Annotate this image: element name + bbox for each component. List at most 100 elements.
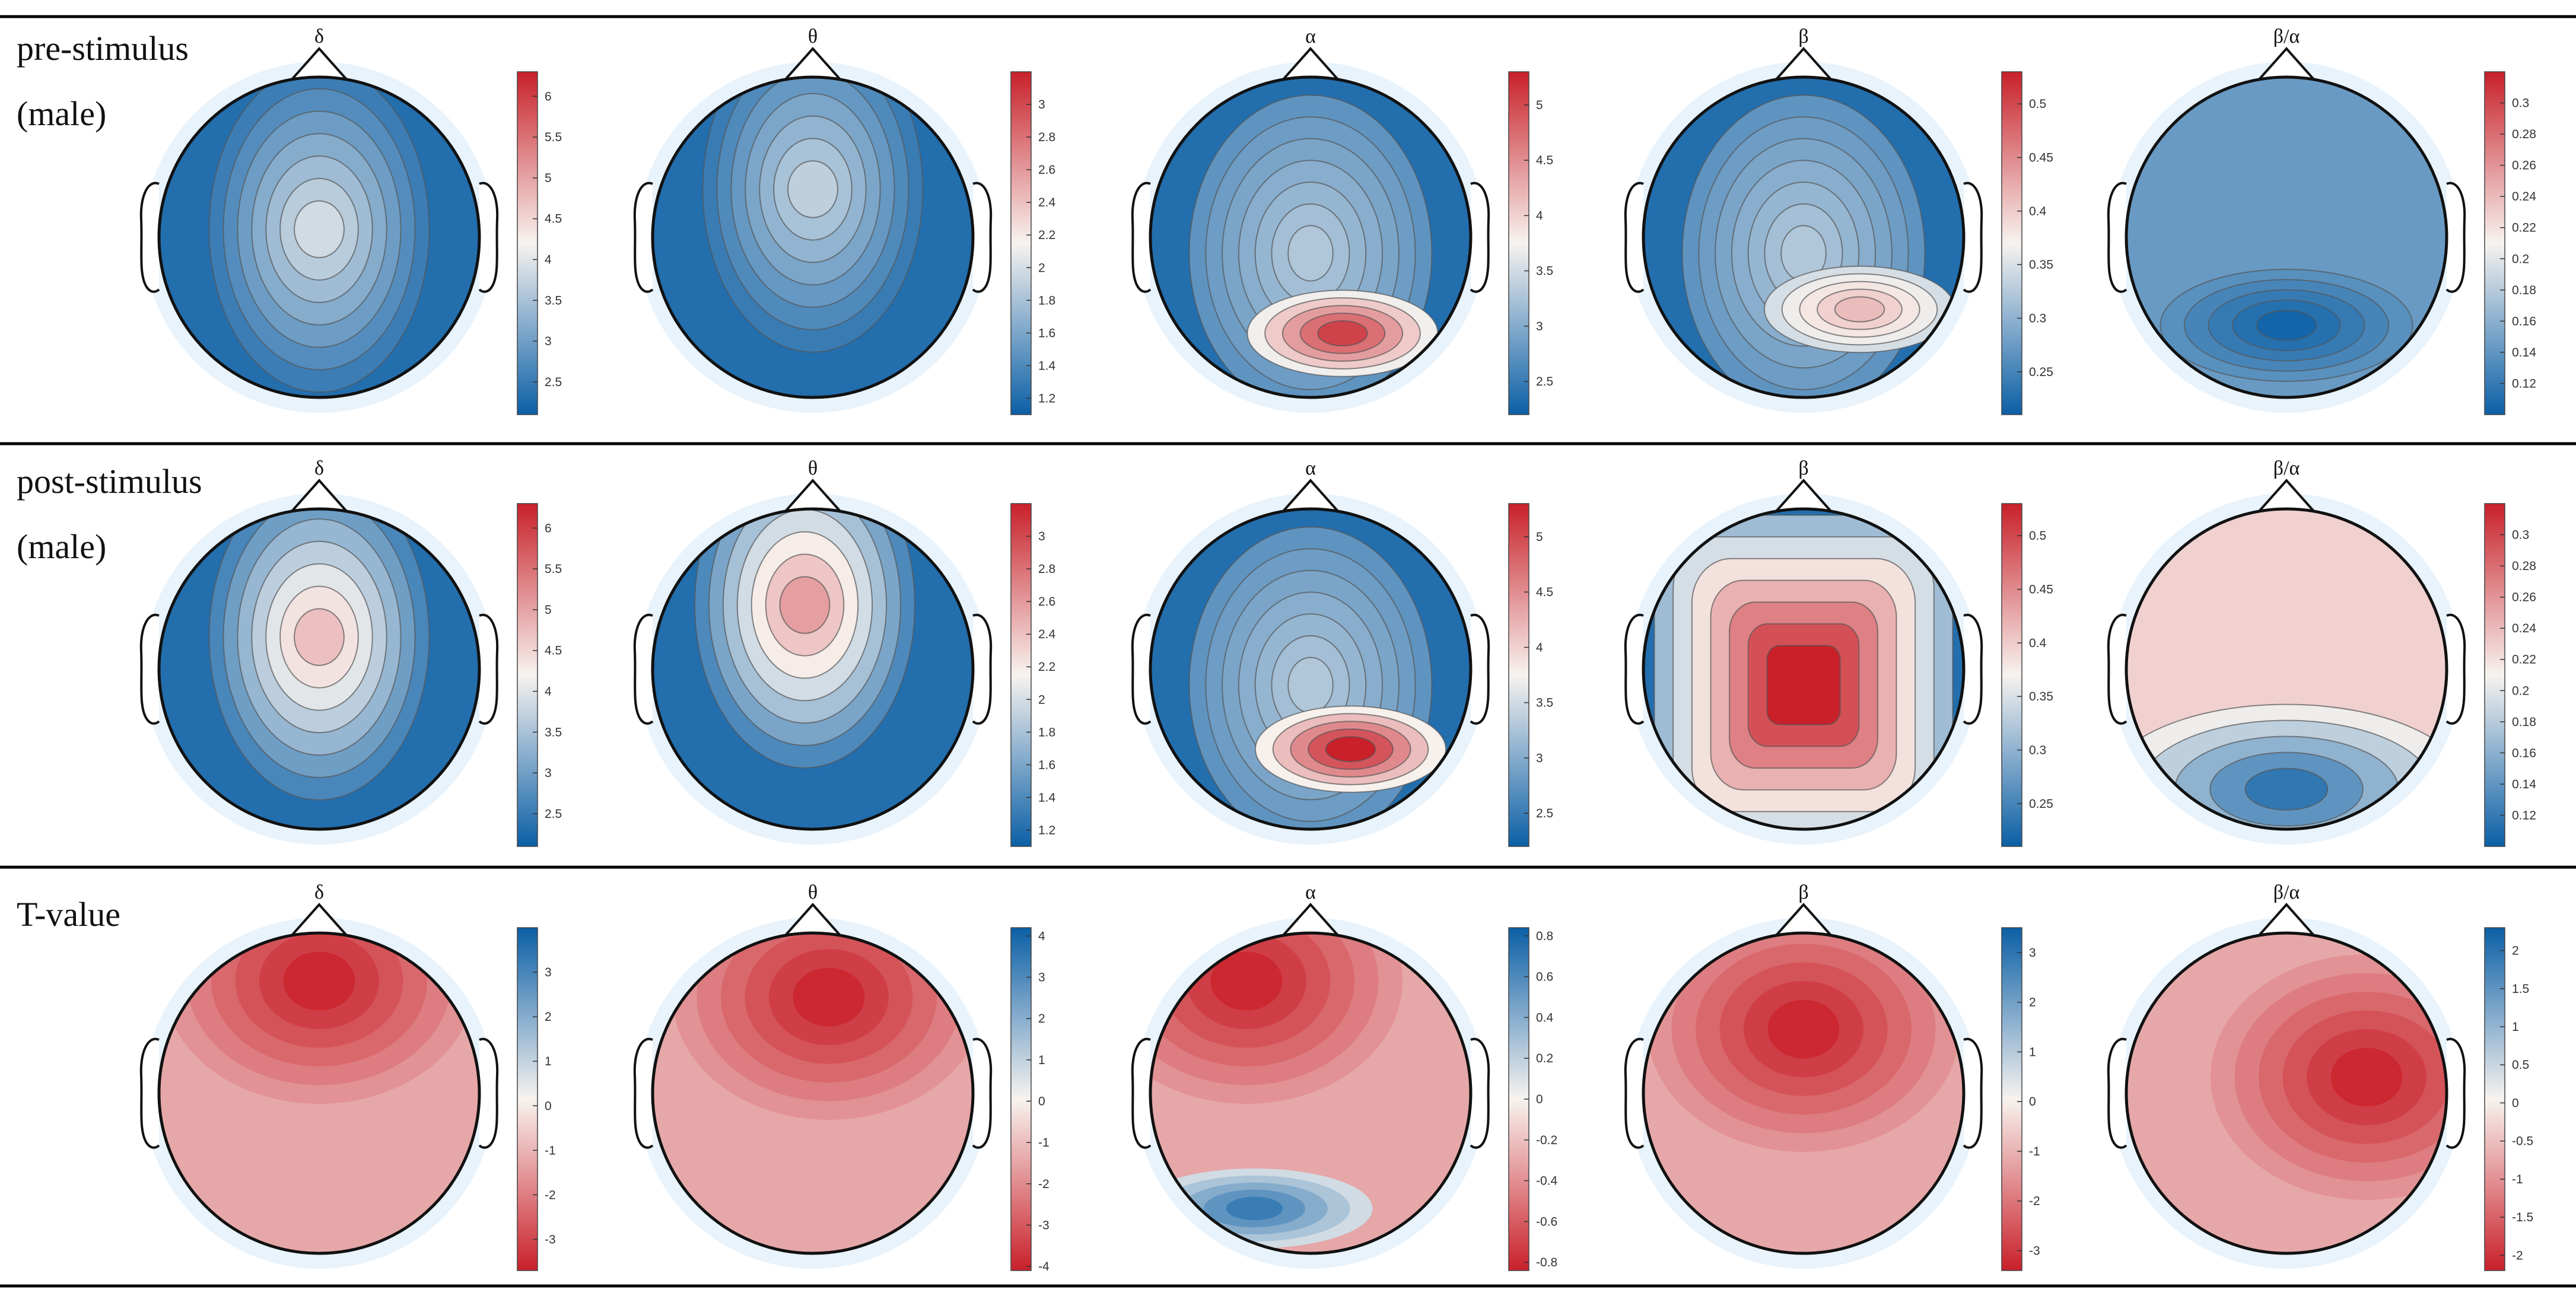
colorbar <box>2001 927 2022 1271</box>
nose <box>783 478 842 514</box>
colorbar-tick-label: 1.8 <box>1038 725 1055 739</box>
field-level-5 <box>1210 951 1283 1011</box>
colorbar-tick-label: 0.18 <box>2512 284 2536 297</box>
colorbar-tick-label: 0.25 <box>2029 797 2053 811</box>
colorbar-tick-label: 5 <box>545 171 552 185</box>
colorbar-tick-label: 1.2 <box>1038 391 1055 405</box>
colorbar-tick-label: 0.35 <box>2029 690 2053 703</box>
topomap-post-theta: θ 1.2 1.4 1.6 1.8 2 2.2 2.4 2.6 2.8 3 <box>633 457 1056 847</box>
colorbar-tick-label: 5 <box>1536 98 1543 112</box>
colorbar-tick-label: -0.6 <box>1536 1215 1557 1228</box>
colorbar-tick-label: -1 <box>1038 1136 1050 1150</box>
scalp-field <box>653 933 973 1253</box>
left-ear <box>1624 1037 1645 1149</box>
panel-title: δ <box>314 881 324 903</box>
colorbar-tick-label: 4.5 <box>1536 585 1553 599</box>
right-ear <box>1963 1037 1983 1149</box>
topomap-pre-theta: θ 1.2 1.4 1.6 1.8 2 2.2 2.4 2.6 2.8 3 <box>633 26 1056 415</box>
right-ear <box>2445 613 2466 725</box>
row-label-pre-line1: pre-stimulus <box>17 29 189 68</box>
field-level-4 <box>2244 768 2329 811</box>
colorbar-tick-label: 0 <box>2029 1095 2036 1109</box>
colorbar-tick-label: -3 <box>1038 1218 1050 1232</box>
field-level-6 <box>1287 225 1334 282</box>
colorbar-tick-label: 5.5 <box>545 130 562 144</box>
colorbar-tick-label: 6 <box>545 90 552 103</box>
nose <box>1774 46 1833 82</box>
colorbar-tick-label: -2 <box>545 1188 556 1202</box>
nose <box>290 478 349 514</box>
nose <box>2257 902 2316 938</box>
nose <box>783 902 842 938</box>
nose <box>2257 46 2316 82</box>
colorbar-tick-label: 0.28 <box>2512 128 2536 141</box>
colorbar-tick-label: 1.4 <box>1038 791 1056 804</box>
colorbar-tick-label: 0.45 <box>2029 151 2053 165</box>
topomap-t-alpha: α 0.8 0.6 0.4 0.2 0 -0.2 -0.4 -0.6 -0.8 <box>1131 881 1558 1271</box>
panel-title: β/α <box>2273 881 2300 903</box>
colorbar <box>1010 927 1032 1271</box>
colorbar-tick-label: 3 <box>1038 530 1045 543</box>
head-outline <box>157 507 481 831</box>
colorbar-tick-label: 3 <box>545 766 552 780</box>
colorbar <box>2484 503 2505 847</box>
colorbar-tick-label: -3 <box>2029 1244 2040 1257</box>
left-ear <box>633 613 654 725</box>
colorbar <box>517 71 538 415</box>
topomap-post-delta: δ 2.5 3 3.5 4 4.5 5 5.5 6 <box>139 457 562 847</box>
nose <box>290 46 349 82</box>
colorbar-tick-label: 0.16 <box>2512 746 2536 760</box>
colorbar-tick-label: 0.35 <box>2029 258 2053 272</box>
colorbar-tick-label: 0.24 <box>2512 622 2536 635</box>
topomap-t-betaalpha: β/α 2 1.5 1 0.5 0 -0.5 -1 -1.5 -2 <box>2107 881 2533 1271</box>
colorbar <box>1010 503 1032 847</box>
scalp-field <box>653 77 973 397</box>
field-level-6 <box>787 160 838 218</box>
colorbar-tick-label: 0.3 <box>2029 743 2046 757</box>
colorbar-tick-label: 3 <box>545 335 552 348</box>
colorbar-tick-label: 1.4 <box>1038 359 1056 372</box>
panel-title: θ <box>808 457 818 479</box>
colorbar-tick-label: 0 <box>1038 1094 1045 1108</box>
row-label-pre-line2: (male) <box>17 94 107 133</box>
field-level-11 <box>1834 296 1885 323</box>
head-outline <box>1149 75 1473 399</box>
colorbar-tick-label: 0.2 <box>2512 252 2529 266</box>
nose <box>1281 478 1340 514</box>
topomap-t-theta: θ 4 3 2 1 0 -1 -2 -3 -4 <box>633 881 1050 1273</box>
colorbar-tick-label: -0.2 <box>1536 1134 1557 1147</box>
right-ear <box>1963 182 1983 293</box>
colorbar-tick-label: 3 <box>545 966 552 979</box>
colorbar-tick-label: -3 <box>545 1233 556 1246</box>
right-ear <box>478 182 499 293</box>
nose <box>783 46 842 82</box>
colorbar-tick-label: 1 <box>2029 1045 2036 1059</box>
colorbar-tick-label: 5 <box>545 603 552 617</box>
colorbar-tick-label: -0.5 <box>2512 1135 2533 1148</box>
colorbar-tick-label: 0.8 <box>1536 929 1553 943</box>
topomap-t-delta: δ 3 2 1 0 -1 -2 -3 <box>139 881 556 1271</box>
colorbar-tick-label: 0 <box>1536 1093 1543 1106</box>
scalp-field <box>653 509 973 829</box>
colorbar-tick-label: 3 <box>1038 98 1045 112</box>
topomap-post-beta: β 0.25 0.3 0.35 0.4 0.45 0.5 <box>1624 457 2053 847</box>
colorbar-tick-label: 3.5 <box>545 294 562 307</box>
colorbar-tick-label: 0.6 <box>1536 970 1553 984</box>
nose <box>1774 478 1833 514</box>
topomap-post-betaalpha: β/α 0.12 0.14 0.16 0.18 0.2 0.22 0.24 0.26 0.28 0.… <box>2107 457 2536 847</box>
colorbar-tick-label: 2.2 <box>1038 660 1055 674</box>
colorbar-tick-label: 5.5 <box>545 562 562 576</box>
colorbar-tick-label: 0.3 <box>2512 528 2529 542</box>
field-level-6 <box>779 576 831 634</box>
colorbar-tick-label: 4.5 <box>545 644 562 658</box>
field-level-6 <box>294 200 345 259</box>
colorbar-tick-label: 2 <box>545 1010 552 1024</box>
field-level-11 <box>1325 736 1376 762</box>
colorbar-tick-label: 0.3 <box>2029 311 2046 325</box>
colorbar-tick-label: 2.6 <box>1038 163 1055 177</box>
head-outline <box>651 931 975 1255</box>
colorbar <box>1508 503 1529 847</box>
colorbar-tick-label: 0.28 <box>2512 559 2536 573</box>
left-ear <box>2107 1037 2127 1149</box>
scalp-field <box>1150 509 1471 829</box>
